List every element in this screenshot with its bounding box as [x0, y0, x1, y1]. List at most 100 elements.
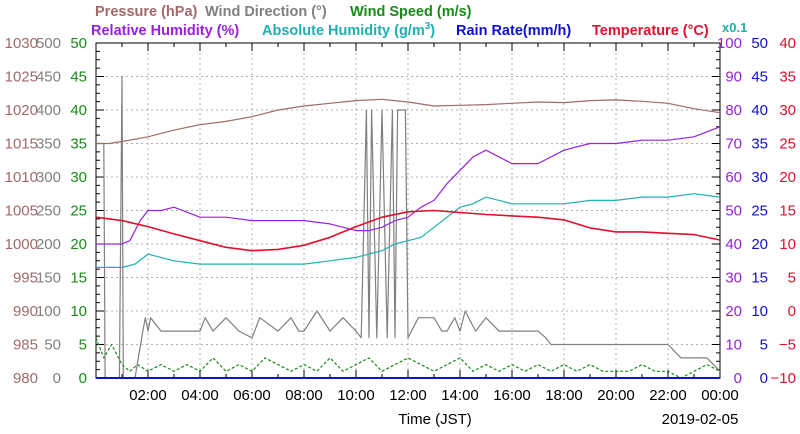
y-tick-label-temp: 5 [788, 270, 796, 287]
x-tick-label: 04:00 [181, 387, 219, 404]
y-tick-label-wind_dir: 150 [36, 270, 61, 287]
axes: 9809859909951000100510101015102010251030… [5, 35, 796, 404]
series-pressure [96, 98, 721, 145]
y-tick-label-pressure: 995 [13, 270, 38, 287]
legend-ah: Absolute Humidity (g/m3) [262, 21, 435, 39]
y-tick-label-wind_dir: 500 [36, 35, 61, 52]
y-tick-label-pressure: 1030 [5, 35, 38, 52]
y-tick-label-wind_speed: 15 [70, 270, 87, 287]
y-tick-label-rain: 20 [751, 236, 768, 253]
ah-multiplier-label: x0.1 [722, 20, 747, 35]
y-tick-label-rh: 60 [725, 169, 742, 186]
y-tick-label-wind_speed: 10 [70, 303, 87, 320]
y-tick-label-rh: 20 [725, 303, 742, 320]
y-tick-label-rh: 30 [725, 270, 742, 287]
series-temp [95, 209, 721, 252]
series-wind_speed [95, 337, 721, 379]
y-tick-label-pressure: 990 [13, 303, 38, 320]
y-tick-label-wind_dir: 200 [36, 236, 61, 253]
series-rh [96, 126, 721, 245]
legend-temp: Temperature (°C) [592, 23, 709, 39]
legend-wind_speed: Wind Speed (m/s) [350, 4, 472, 20]
y-tick-label-wind_dir: 0 [53, 370, 61, 387]
y-tick-label-rain: 15 [751, 270, 768, 287]
y-tick-label-rh: 0 [734, 370, 742, 387]
x-tick-label: 00:00 [701, 387, 739, 404]
y-tick-label-rh: 80 [725, 102, 742, 119]
y-tick-label-pressure: 1025 [5, 69, 38, 86]
x-tick-label: 16:00 [493, 387, 531, 404]
y-tick-label-rain: 40 [751, 102, 768, 119]
x-axis-label: Time (JST) [398, 411, 472, 428]
y-tick-label-rh: 70 [725, 136, 742, 153]
y-tick-label-wind_speed: 25 [70, 203, 87, 220]
x-tick-label: 18:00 [545, 387, 583, 404]
legend-rh-text: Relative Humidity (%) [91, 23, 239, 39]
y-tick-label-rain: 25 [751, 203, 768, 220]
legend: Pressure (hPa) Wind Direction (°) Wind Spe… [91, 4, 747, 39]
y-tick-label-rh: 10 [725, 337, 742, 354]
y-tick-label-temp: 30 [779, 102, 796, 119]
y-tick-label-wind_speed: 5 [79, 337, 87, 354]
series-ah [96, 193, 721, 268]
legend-ah-tail: ) [430, 23, 435, 39]
y-tick-label-pressure: 985 [13, 337, 38, 354]
y-tick-label-wind_dir: 400 [36, 102, 61, 119]
legend-temp-text: Temperature (°C) [592, 23, 709, 39]
legend-rain-text: Rain Rate(mm/h) [456, 23, 571, 39]
y-tick-label-pressure: 980 [13, 370, 38, 387]
y-tick-label-temp: 20 [779, 169, 796, 186]
y-tick-label-rh: 100 [717, 35, 742, 52]
y-tick-label-rh: 50 [725, 203, 742, 220]
y-tick-label-temp: 15 [779, 203, 796, 220]
y-tick-label-wind_speed: 50 [70, 35, 87, 52]
y-tick-label-temp: −5 [779, 337, 796, 354]
y-tick-label-wind_speed: 20 [70, 236, 87, 253]
legend-wind_dir: Wind Direction (°) [205, 4, 327, 20]
y-tick-label-rain: 45 [751, 69, 768, 86]
y-tick-label-rain: 5 [760, 337, 768, 354]
y-tick-label-rain: 30 [751, 169, 768, 186]
y-tick-label-pressure: 1000 [5, 236, 38, 253]
y-tick-label-temp: 35 [779, 69, 796, 86]
x-tick-label: 12:00 [389, 387, 427, 404]
y-tick-label-temp: 25 [779, 136, 796, 153]
y-tick-label-pressure: 1020 [5, 102, 38, 119]
legend-ah-sup: 3 [425, 21, 431, 32]
x-tick-label: 20:00 [597, 387, 635, 404]
y-tick-label-wind_speed: 30 [70, 169, 87, 186]
y-tick-label-temp: 10 [779, 236, 796, 253]
legend-rain: Rain Rate(mm/h) [456, 23, 571, 39]
series-group [95, 75, 721, 379]
series-wind_dir [96, 75, 721, 379]
y-tick-label-wind_dir: 450 [36, 69, 61, 86]
y-tick-label-temp: 40 [779, 35, 796, 52]
x-tick-label: 22:00 [649, 387, 687, 404]
x-tick-label: 02:00 [129, 387, 167, 404]
y-tick-label-wind_dir: 300 [36, 169, 61, 186]
y-tick-label-wind_dir: 50 [44, 337, 61, 354]
legend-ah-text: Absolute Humidity (g/m [262, 23, 425, 39]
y-tick-label-wind_speed: 45 [70, 69, 87, 86]
y-tick-label-wind_speed: 40 [70, 102, 87, 119]
legend-rh: Relative Humidity (%) [91, 23, 239, 39]
legend-pressure: Pressure (hPa) [95, 4, 198, 20]
x-tick-label: 06:00 [233, 387, 271, 404]
y-tick-label-rh: 90 [725, 69, 742, 86]
date-label: 2019-02-05 [662, 411, 739, 428]
y-tick-label-wind_dir: 100 [36, 303, 61, 320]
y-tick-label-wind_dir: 250 [36, 203, 61, 220]
y-tick-label-wind_dir: 350 [36, 136, 61, 153]
y-tick-label-rain: 10 [751, 303, 768, 320]
y-tick-label-temp: 0 [788, 303, 796, 320]
y-tick-label-pressure: 1010 [5, 169, 38, 186]
y-tick-label-rain: 0 [760, 370, 768, 387]
x-tick-label: 10:00 [337, 387, 375, 404]
x-tick-label: 14:00 [441, 387, 479, 404]
y-tick-label-rain: 35 [751, 136, 768, 153]
y-tick-label-wind_speed: 35 [70, 136, 87, 153]
y-tick-label-temp: −10 [771, 370, 796, 387]
y-tick-label-wind_speed: 0 [79, 370, 87, 387]
y-tick-label-rain: 50 [751, 35, 768, 52]
